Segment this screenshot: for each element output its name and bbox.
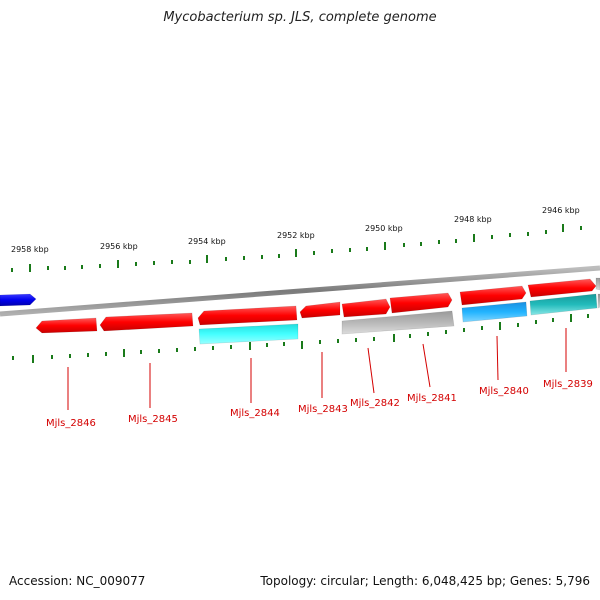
kbp-label: 2946 kbp (542, 206, 580, 215)
gene-arrow[interactable] (341, 298, 391, 318)
gene-label[interactable]: Mjls_2846 (46, 418, 96, 429)
kbp-ruler-inner (12, 314, 589, 363)
gene-label[interactable]: Mjls_2845 (128, 414, 178, 425)
genome-backbone (0, 265, 600, 317)
kbp-label: 2952 kbp (277, 231, 315, 240)
gene-label[interactable]: Mjls_2842 (350, 398, 400, 409)
gene-block[interactable] (461, 301, 528, 323)
genome-title: Mycobacterium sp. JLS, complete genome (163, 10, 437, 25)
gene-arrow[interactable] (99, 312, 194, 332)
gene-label[interactable]: Mjls_2843 (298, 404, 348, 415)
gene-label[interactable]: Mjls_2839 (543, 379, 593, 390)
kbp-label: 2958 kbp (11, 245, 49, 254)
label-leader (496, 335, 499, 381)
gene-arrow[interactable] (299, 301, 341, 319)
gene-arrow[interactable] (389, 292, 453, 314)
gene-label-leaders (67, 328, 567, 410)
kbp-label: 2948 kbp (454, 215, 492, 224)
gene-label[interactable]: Mjls_2841 (407, 393, 457, 404)
gene-arrow[interactable] (595, 277, 600, 291)
gene-block[interactable] (341, 310, 455, 335)
gene-arrow[interactable] (35, 317, 98, 334)
kbp-label: 2950 kbp (365, 224, 403, 233)
kbp-label: 2956 kbp (100, 242, 138, 251)
gene-block[interactable] (198, 323, 299, 345)
accession-text: Accession: NC_009077 (9, 574, 146, 588)
label-leader (367, 347, 375, 394)
kbp-ruler-outer (11, 224, 582, 272)
gene-block[interactable] (529, 293, 598, 316)
gene-arrow[interactable] (197, 305, 298, 326)
gene-arrow[interactable] (459, 285, 527, 306)
label-leader (422, 343, 431, 388)
gene-arrow[interactable] (527, 278, 597, 298)
topology-summary: Topology: circular; Length: 6,048,425 bp… (260, 574, 590, 588)
kbp-label: 2954 kbp (188, 237, 226, 246)
gene-label[interactable]: Mjls_2840 (479, 386, 529, 397)
gene-label[interactable]: Mjls_2844 (230, 408, 280, 419)
gene-track (0, 277, 600, 345)
kbp-labels: 2958 kbp 2956 kbp 2954 kbp 2952 kbp 2950 kbp… (11, 206, 580, 254)
gene-arrow[interactable] (0, 293, 37, 307)
